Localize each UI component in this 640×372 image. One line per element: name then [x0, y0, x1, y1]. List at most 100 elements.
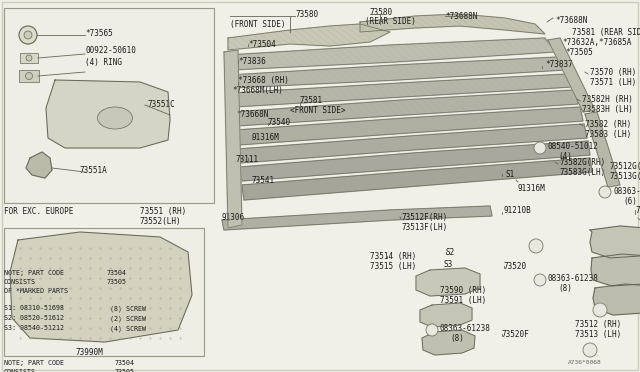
Text: 73505: 73505 [107, 279, 127, 285]
Text: S3: S3 [444, 260, 453, 269]
Circle shape [19, 26, 37, 44]
Polygon shape [591, 254, 640, 286]
Text: 73583G(LH): 73583G(LH) [560, 168, 606, 177]
Text: 73512F(RH): 73512F(RH) [402, 213, 448, 222]
Text: 73513 (LH): 73513 (LH) [575, 330, 621, 339]
Text: *73836: *73836 [238, 57, 266, 66]
Text: 73541: 73541 [252, 176, 275, 185]
Text: *73668M(LH): *73668M(LH) [232, 86, 283, 95]
Polygon shape [548, 38, 595, 112]
Text: 08363-61238: 08363-61238 [440, 324, 491, 333]
Text: 73522F: 73522F [635, 206, 640, 215]
Text: 73515 (LH): 73515 (LH) [370, 262, 416, 271]
Circle shape [24, 31, 32, 39]
Text: (2) SCREW: (2) SCREW [110, 315, 146, 321]
Text: 73580: 73580 [295, 10, 318, 19]
Text: OF *MARKED PARTS: OF *MARKED PARTS [4, 288, 68, 294]
Text: <FRONT SIDE>: <FRONT SIDE> [290, 106, 346, 115]
Text: 73520F: 73520F [502, 330, 530, 339]
Bar [4, 228, 204, 356]
Circle shape [534, 142, 546, 154]
Text: 73582H (RH): 73582H (RH) [582, 95, 633, 104]
Polygon shape [416, 268, 480, 296]
Bar [20, 53, 38, 63]
Text: 91316M: 91316M [518, 184, 546, 193]
Text: 91306: 91306 [222, 213, 245, 222]
Text: (8) SCREW: (8) SCREW [110, 305, 146, 311]
Text: S: S [597, 307, 600, 312]
Text: 73570 (RH): 73570 (RH) [590, 68, 636, 77]
Text: 73512 (RH): 73512 (RH) [575, 320, 621, 329]
Bar [19, 70, 39, 82]
Text: 73520: 73520 [504, 262, 527, 271]
Circle shape [583, 343, 597, 357]
Polygon shape [232, 74, 572, 107]
Circle shape [593, 303, 607, 317]
Polygon shape [360, 14, 545, 34]
Polygon shape [230, 57, 565, 88]
Bar [4, 8, 214, 203]
Text: 73580: 73580 [370, 8, 393, 17]
Polygon shape [420, 303, 472, 327]
Polygon shape [590, 226, 640, 258]
Text: 08363-61238: 08363-61238 [613, 187, 640, 196]
Text: 73552(LH): 73552(LH) [140, 217, 182, 226]
Text: 73504: 73504 [115, 360, 135, 366]
Text: 73512G(RH): 73512G(RH) [610, 162, 640, 171]
Text: S1: S1 [505, 170, 515, 179]
Text: (4): (4) [558, 152, 572, 161]
Text: 08540-51012: 08540-51012 [548, 142, 599, 151]
Text: (4) SCREW: (4) SCREW [110, 325, 146, 331]
Ellipse shape [97, 107, 132, 129]
Text: (8): (8) [450, 334, 464, 343]
Text: 73591 (LH): 73591 (LH) [440, 296, 486, 305]
Text: (6): (6) [623, 197, 637, 206]
Text: (FRONT SIDE): (FRONT SIDE) [230, 20, 285, 29]
Polygon shape [228, 38, 555, 70]
Text: *73565: *73565 [85, 29, 113, 38]
Polygon shape [240, 141, 590, 181]
Text: 73551A: 73551A [80, 166, 108, 175]
Text: *73668 (RH): *73668 (RH) [238, 76, 289, 85]
Polygon shape [10, 232, 192, 342]
Text: 73551 (RH): 73551 (RH) [140, 207, 186, 216]
Text: A736*0068: A736*0068 [568, 360, 602, 365]
Text: 73111: 73111 [236, 155, 259, 164]
Polygon shape [228, 24, 390, 50]
Circle shape [26, 73, 33, 80]
Polygon shape [46, 80, 170, 148]
Polygon shape [422, 330, 475, 355]
Text: *73504: *73504 [248, 40, 276, 49]
Polygon shape [234, 90, 578, 126]
Text: *73688N: *73688N [445, 12, 477, 21]
Text: 73583 (LH): 73583 (LH) [585, 130, 631, 139]
Text: 73513F(LH): 73513F(LH) [402, 223, 448, 232]
Text: 73505: 73505 [115, 369, 135, 372]
Circle shape [599, 186, 611, 198]
Text: S1: 08310-51698: S1: 08310-51698 [4, 305, 64, 311]
Polygon shape [222, 206, 492, 230]
Polygon shape [585, 112, 620, 187]
Text: 73590 (RH): 73590 (RH) [440, 286, 486, 295]
Text: (8): (8) [558, 284, 572, 293]
Text: 73583H (LH): 73583H (LH) [582, 105, 633, 114]
Text: 91316M: 91316M [252, 133, 280, 142]
Text: S3: 08540-51212: S3: 08540-51212 [4, 325, 64, 331]
Polygon shape [593, 284, 640, 315]
Text: *73837: *73837 [545, 60, 573, 69]
Text: S2: S2 [446, 248, 455, 257]
Polygon shape [236, 107, 583, 145]
Text: 73513G(LH): 73513G(LH) [610, 172, 640, 181]
Circle shape [26, 55, 32, 61]
Circle shape [529, 239, 543, 253]
Polygon shape [224, 50, 242, 228]
Text: 73540: 73540 [268, 118, 291, 127]
Circle shape [426, 324, 438, 336]
Polygon shape [242, 158, 592, 200]
Text: 00922-50610: 00922-50610 [85, 46, 136, 55]
Text: 73990M: 73990M [75, 348, 103, 357]
Text: 73571 (LH): 73571 (LH) [590, 78, 636, 87]
Text: 73514 (RH): 73514 (RH) [370, 252, 416, 261]
Text: 73551C: 73551C [147, 100, 175, 109]
Text: 08363-61238: 08363-61238 [548, 274, 599, 283]
